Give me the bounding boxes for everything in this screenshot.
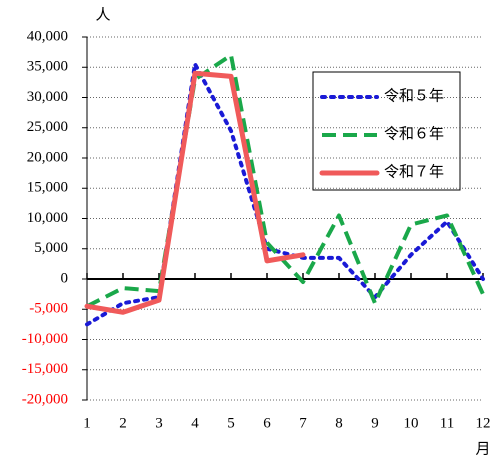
x-tick-label: 1 [83,415,91,431]
series-line [85,62,485,327]
y-tick-label: -15,000 [22,361,68,377]
y-tick-label: -20,000 [22,391,68,407]
x-tick-label: 7 [299,415,307,431]
y-tick-label: 40,000 [27,28,68,44]
x-axis-label: 月 [475,441,490,457]
y-tick-label: 35,000 [27,59,68,75]
y-tick-label: 20,000 [27,149,68,165]
x-tick-label: 11 [440,415,454,431]
x-tick-label: 10 [404,415,419,431]
x-tick-label: 3 [155,415,163,431]
x-tick-label: 4 [191,415,199,431]
series-line [86,53,485,309]
y-tick-label: 0 [61,270,69,286]
y-tick-label: -5,000 [29,301,68,317]
legend-box [312,71,461,191]
x-tick-label: 8 [335,415,343,431]
x-tick-label: 12 [476,415,491,431]
y-tick-label: 10,000 [27,210,68,226]
y-tick-label: 5,000 [34,240,68,256]
y-tick-label: 30,000 [27,89,68,105]
y-axis-label: 人 [95,6,110,23]
y-tick-label: -10,000 [22,331,68,347]
x-tick-label: 5 [227,415,235,431]
x-tick-label: 6 [263,415,271,431]
legend-label: 令和５年 [384,87,444,104]
series-line [84,70,306,315]
x-tick-label: 2 [119,415,127,431]
legend-label: 令和７年 [384,163,444,180]
x-tick-label: 9 [371,415,379,431]
legend-label: 令和６年 [384,125,444,142]
y-tick-label: 25,000 [27,119,68,135]
y-tick-label: 15,000 [27,180,68,196]
